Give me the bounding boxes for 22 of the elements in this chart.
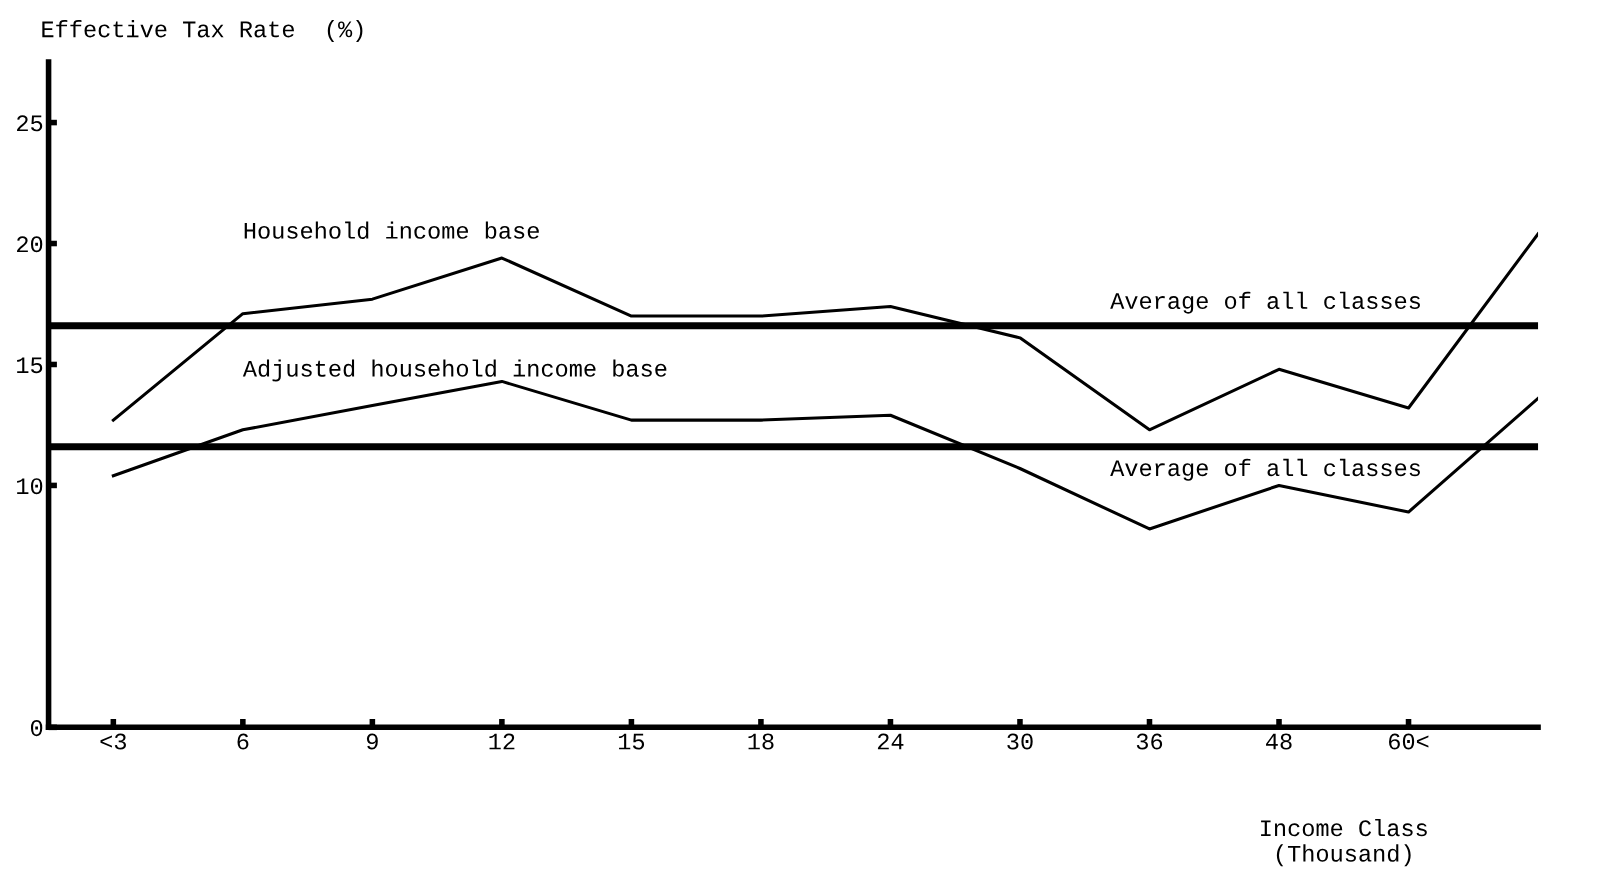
x-tick-label: 18 xyxy=(748,733,774,750)
x-tick-label: 24 xyxy=(877,733,904,750)
x-axis-title: Income Class (Thousand) xyxy=(1261,818,1427,867)
x-tick-label: <3 xyxy=(100,733,126,750)
x-tick-label: 30 xyxy=(1007,733,1033,750)
x-tick-label: 60< xyxy=(1389,733,1429,750)
ref-line-label: Average of all classes xyxy=(1110,458,1420,481)
series-label: Adjusted household income base xyxy=(242,359,667,382)
y-tick-label: 25 xyxy=(17,115,43,132)
y-tick-label: 15 xyxy=(17,357,43,374)
x-tick-label: 36 xyxy=(1136,733,1163,750)
y-tick-label: 10 xyxy=(17,478,43,495)
x-tick-label: 9 xyxy=(366,733,378,750)
x-tick-label: 48 xyxy=(1266,733,1292,750)
y-axis-title: Effective Tax Rate (%) xyxy=(42,20,363,43)
x-tick-label: 6 xyxy=(237,733,249,750)
y-tick-label: 20 xyxy=(17,236,43,253)
x-tick-label: 15 xyxy=(618,733,645,750)
ref-line-label: Average of all classes xyxy=(1110,291,1420,314)
y-tick-label: 0 xyxy=(30,720,43,737)
series-label: Household income base xyxy=(244,221,539,239)
x-tick-label: 12 xyxy=(489,733,515,750)
